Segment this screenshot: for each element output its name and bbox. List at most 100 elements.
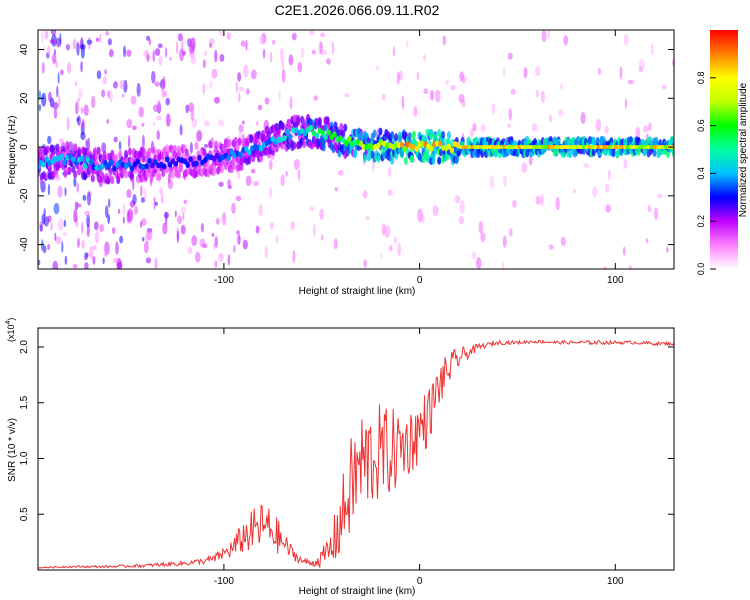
noise-blob bbox=[80, 60, 83, 73]
noise-blob bbox=[142, 134, 145, 149]
noise-blob bbox=[63, 219, 67, 228]
noise-blob bbox=[85, 139, 88, 148]
noise-blob bbox=[200, 222, 204, 233]
noise-blob bbox=[509, 228, 513, 237]
noise-blob bbox=[91, 95, 96, 109]
ridge-halo bbox=[554, 147, 559, 156]
noise-blob bbox=[312, 223, 317, 237]
noise-blob bbox=[152, 49, 156, 63]
noise-blob bbox=[93, 221, 99, 231]
noise-blob bbox=[362, 190, 368, 199]
noise-blob bbox=[264, 97, 270, 105]
noise-blob bbox=[119, 235, 124, 244]
noise-blob bbox=[666, 246, 669, 253]
ridge-halo bbox=[231, 161, 236, 170]
ridge-halo bbox=[446, 131, 451, 140]
noise-blob bbox=[160, 188, 164, 197]
noise-blob bbox=[156, 115, 162, 121]
snr-series-line bbox=[38, 339, 674, 569]
noise-blob bbox=[113, 81, 118, 89]
ridge-point bbox=[147, 157, 152, 164]
ridge-halo bbox=[343, 123, 348, 132]
ridge-point bbox=[188, 156, 193, 163]
noise-blob bbox=[180, 224, 186, 235]
noise-blob bbox=[185, 104, 190, 114]
noise-blob bbox=[281, 57, 285, 70]
noise-blob bbox=[140, 185, 143, 197]
noise-blob bbox=[117, 261, 123, 269]
noise-blob bbox=[289, 96, 293, 110]
noise-blob bbox=[331, 41, 335, 55]
noise-blob bbox=[122, 203, 126, 216]
ridge-halo bbox=[317, 118, 322, 127]
noise-blob bbox=[231, 202, 236, 214]
ridge-point bbox=[282, 135, 287, 142]
ridge-halo bbox=[292, 141, 297, 150]
spectrogram-y-ticks: -40 -20 0 20 40 bbox=[19, 44, 674, 252]
noise-blob bbox=[126, 49, 132, 57]
noise-blob bbox=[53, 202, 60, 215]
noise-blob bbox=[83, 104, 89, 117]
ridge-halo bbox=[249, 134, 254, 143]
noise-blob bbox=[238, 92, 241, 103]
noise-blob bbox=[86, 224, 90, 238]
noise-blob bbox=[92, 244, 97, 251]
noise-blob bbox=[333, 238, 338, 250]
noise-blob bbox=[87, 137, 91, 151]
noise-blob bbox=[211, 68, 218, 79]
noise-blob bbox=[214, 49, 218, 63]
ridge-halo bbox=[323, 123, 328, 132]
noise-blob bbox=[130, 95, 137, 105]
noise-blob bbox=[541, 30, 547, 43]
noise-blob bbox=[41, 92, 47, 107]
noise-blob bbox=[123, 45, 127, 58]
ridge-point bbox=[44, 156, 50, 163]
noise-blob bbox=[628, 264, 632, 269]
noise-blob bbox=[66, 62, 72, 74]
noise-blob bbox=[661, 84, 667, 90]
noise-blob bbox=[256, 120, 259, 127]
noise-blob bbox=[190, 107, 195, 122]
ridge-point bbox=[332, 131, 337, 138]
ridge-halo bbox=[353, 150, 358, 159]
noise-blob bbox=[57, 218, 64, 231]
noise-blob bbox=[458, 215, 465, 225]
ridge-halo bbox=[237, 137, 242, 146]
noise-blob bbox=[262, 48, 266, 59]
noise-blob bbox=[189, 141, 193, 155]
colorbar-ticks: 0.0 0.2 0.4 0.6 0.8 bbox=[696, 72, 716, 275]
ridge-point bbox=[308, 124, 314, 131]
ridge-halo bbox=[151, 146, 156, 155]
ridge-halo bbox=[118, 149, 123, 158]
noise-blob bbox=[380, 252, 383, 259]
ridge-halo bbox=[110, 176, 115, 185]
ridge-halo bbox=[454, 155, 459, 164]
ridge-point bbox=[344, 140, 349, 147]
noise-blob bbox=[392, 46, 396, 57]
noise-blob bbox=[86, 214, 91, 228]
noise-blob bbox=[269, 187, 272, 198]
noise-blob bbox=[38, 259, 41, 266]
noise-blob bbox=[238, 86, 245, 92]
noise-blob bbox=[540, 193, 544, 207]
noise-blob bbox=[258, 203, 263, 217]
noise-blob bbox=[269, 51, 273, 63]
noise-blob bbox=[40, 239, 44, 252]
noise-blob bbox=[102, 257, 105, 265]
snr-y-tick-label: 2.0 bbox=[19, 340, 30, 354]
spectrogram-x-tick-label: -100 bbox=[214, 275, 234, 286]
noise-blob bbox=[39, 224, 43, 232]
noise-blob bbox=[44, 30, 49, 40]
ridge-point bbox=[41, 161, 47, 168]
noise-blob bbox=[227, 185, 233, 190]
noise-blob bbox=[79, 43, 86, 50]
noise-blob bbox=[74, 201, 79, 211]
ridge-halo bbox=[441, 130, 446, 139]
noise-blob bbox=[158, 55, 163, 66]
noise-blob bbox=[109, 89, 113, 103]
snr-y-tick-label: 1.0 bbox=[19, 451, 30, 465]
noise-blob bbox=[191, 235, 198, 247]
noise-blob bbox=[592, 186, 598, 198]
noise-blob bbox=[80, 107, 84, 114]
